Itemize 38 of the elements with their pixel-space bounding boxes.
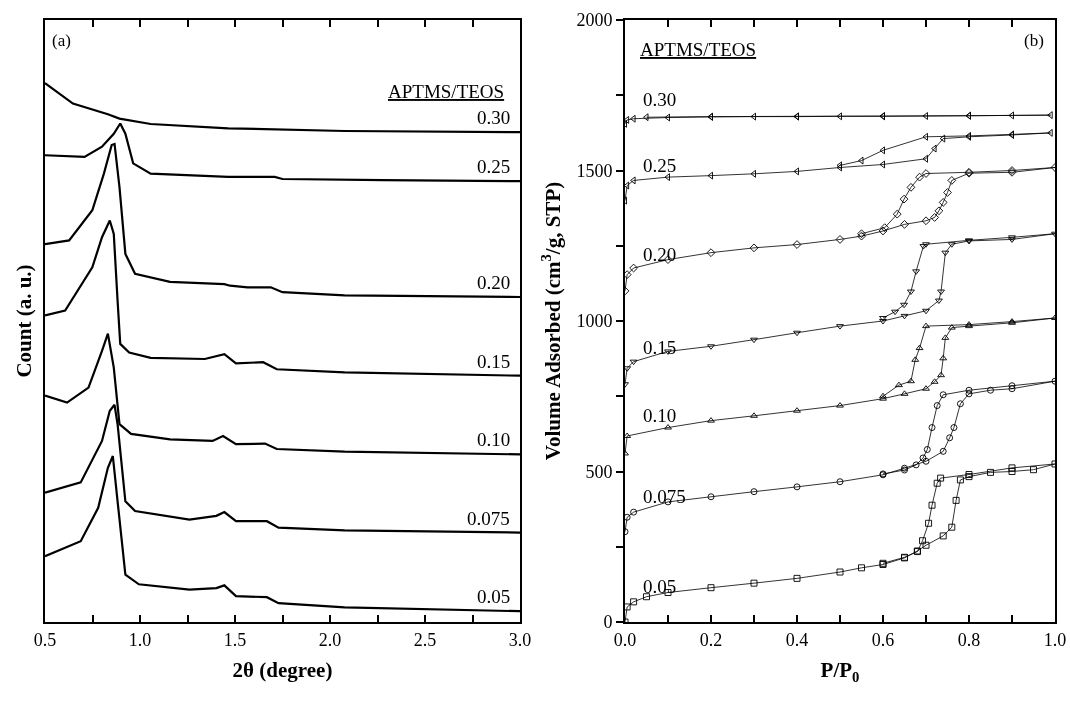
y-tick-label: 0 — [603, 612, 613, 633]
x-tick-label: 0.4 — [785, 629, 809, 650]
x-tick-label: 3.0 — [508, 629, 532, 650]
series-label: 0.20 — [643, 244, 677, 265]
legend-title: APTMS/TEOS — [388, 81, 505, 102]
series-label: 0.25 — [643, 155, 677, 176]
series-label: 0.15 — [643, 337, 677, 358]
series-label: 0.10 — [643, 405, 677, 426]
x-tick-label: 0.8 — [957, 629, 981, 650]
annotation: (b) — [1024, 31, 1044, 50]
x-tick-label: 0.5 — [33, 629, 57, 650]
x-tick-label: 2.5 — [413, 629, 437, 650]
x-tick-label: 2.0 — [318, 629, 342, 650]
y-tick-label: 1000 — [576, 311, 613, 332]
series-label: 0.075 — [467, 508, 510, 529]
y-tick-label: 2000 — [576, 10, 613, 31]
text: (a) — [52, 31, 71, 50]
series-label: 0.25 — [477, 156, 511, 177]
legend-title: APTMS/TEOS — [640, 39, 757, 60]
x-tick-label: 1.5 — [223, 629, 247, 650]
series-label: 0.20 — [477, 272, 511, 293]
series-label: 0.10 — [477, 429, 511, 450]
x-tick-label: 0.6 — [871, 629, 895, 650]
x-tick-label: 0.0 — [613, 629, 637, 650]
series-label: 0.05 — [477, 586, 511, 607]
series-label: 0.15 — [477, 351, 511, 372]
y-tick-label: 500 — [585, 461, 613, 482]
x-axis-title: P/P$_{0}$ — [820, 658, 860, 685]
series-label: 0.075 — [643, 486, 686, 507]
y-tick-label: 1500 — [576, 160, 613, 181]
series-label: 0.30 — [643, 89, 677, 110]
x-axis-title: 2θ (degree) — [232, 658, 333, 683]
series-label: 0.30 — [477, 107, 511, 128]
y-axis-title: Count (a. u.) — [11, 264, 36, 378]
x-tick-label: 1.0 — [128, 629, 152, 650]
series-label: 0.05 — [643, 576, 677, 597]
x-tick-label: 1.0 — [1043, 629, 1067, 650]
x-tick-label: 0.2 — [699, 629, 723, 650]
